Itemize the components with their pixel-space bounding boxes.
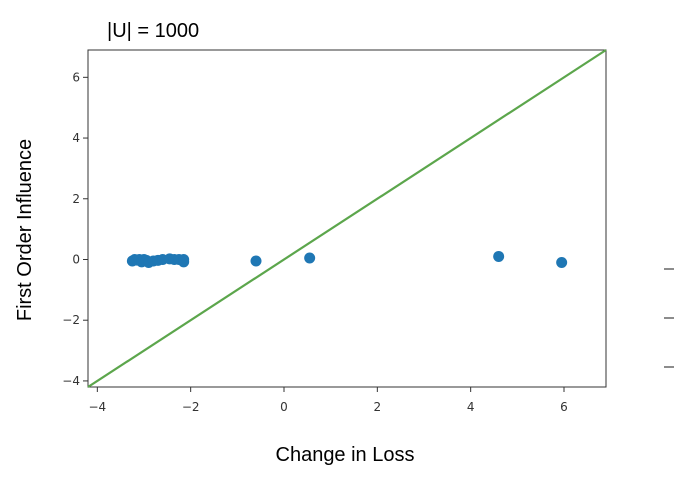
x-tick-label: 2 [374,400,382,414]
x-axis-label: Change in Loss [276,444,415,466]
data-point [250,255,262,267]
data-point [493,250,505,262]
scatter-points [126,250,568,269]
data-point [556,257,568,269]
chart-title: |U| = 1000 [107,20,199,42]
y-tick-label: 6 [72,70,80,84]
y-tick-label: 4 [72,131,80,145]
x-tick-label: 6 [560,400,568,414]
reference-line [87,49,607,388]
x-tick-label: −4 [88,400,106,414]
x-tick-label: 4 [467,400,475,414]
x-tick-label: 0 [280,400,288,414]
y-tick-label: 2 [72,192,80,206]
y-tick-label: 0 [72,252,80,266]
y-tick-label: −4 [62,374,80,388]
x-axis-ticks: −4 −2 0 2 4 6 [88,387,568,414]
y-axis-label: First Order Influence [14,139,36,321]
y-axis-ticks: −4 −2 0 2 4 6 [62,70,88,388]
y-tick-label: −2 [62,313,80,327]
data-point [304,252,316,264]
x-tick-label: −2 [182,400,200,414]
data-point [178,256,190,268]
